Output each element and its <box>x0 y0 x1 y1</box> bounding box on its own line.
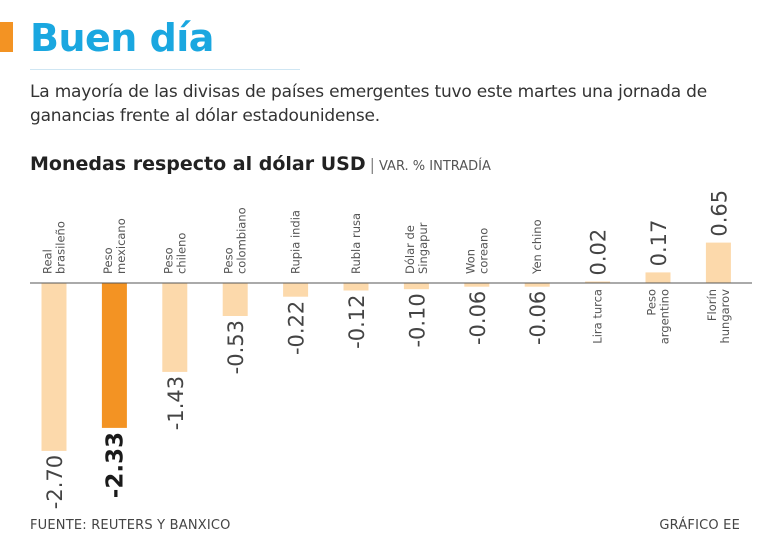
category-label: Rubla rusa <box>349 213 363 274</box>
value-label: -1.43 <box>164 376 188 430</box>
bar <box>41 283 67 451</box>
title-divider <box>30 69 300 70</box>
category-label: Yen chino <box>530 219 544 275</box>
chart-subtitle: VAR. % INTRADÍA <box>378 159 491 174</box>
value-label: -0.53 <box>224 320 248 374</box>
bar <box>403 283 429 290</box>
value-label: -0.06 <box>526 291 550 345</box>
category-label: coreano <box>476 228 490 274</box>
accent-bar <box>0 22 13 52</box>
page-title: Buen día <box>30 16 214 60</box>
graphic-credit: GRÁFICO EE <box>659 518 740 533</box>
bar <box>101 283 127 428</box>
category-label: Florín <box>705 289 719 321</box>
bar <box>283 283 309 297</box>
bar <box>464 283 490 287</box>
category-label: Won <box>463 249 477 274</box>
category-label: argentino <box>658 289 672 344</box>
category-label: Real <box>41 249 55 274</box>
category-label: Peso <box>101 247 115 274</box>
category-label: Peso <box>161 247 175 274</box>
bar <box>645 272 671 283</box>
category-label: Lira turca <box>591 289 605 344</box>
category-label: Peso <box>222 247 236 274</box>
category-label: Singapur <box>416 222 430 274</box>
bar <box>585 281 611 283</box>
category-label: hungarov <box>718 289 732 344</box>
value-label: -2.33 <box>102 432 128 498</box>
value-label: -2.70 <box>43 455 67 509</box>
lede-text: La mayoría de las divisas de países emer… <box>30 82 708 126</box>
bar <box>222 283 248 316</box>
source-note: FUENTE: REUTERS Y BANXICO <box>30 518 231 533</box>
category-label: Peso <box>645 289 659 316</box>
category-label: brasileño <box>54 221 68 274</box>
bar <box>343 283 369 291</box>
value-label: -0.10 <box>405 293 429 347</box>
chart-title-main: Monedas respecto al dólar USD <box>30 153 366 175</box>
category-label: Rupia india <box>289 210 303 274</box>
bar <box>162 283 188 372</box>
chart-title: Monedas respecto al dólar USD | VAR. % INT… <box>30 150 491 181</box>
category-label: chileno <box>174 233 188 274</box>
category-label: colombiano <box>235 207 249 274</box>
value-label: -0.12 <box>345 295 369 349</box>
value-label: 0.65 <box>707 190 731 237</box>
value-label: 0.02 <box>587 229 611 276</box>
category-label: Dólar de <box>403 225 417 274</box>
value-label: 0.17 <box>647 220 671 267</box>
value-label: -0.06 <box>466 291 490 345</box>
bar <box>705 242 731 283</box>
value-label: -0.22 <box>285 301 309 355</box>
bar <box>524 283 550 287</box>
category-label: mexicano <box>114 218 128 274</box>
chart-title-separator: | <box>369 155 375 174</box>
